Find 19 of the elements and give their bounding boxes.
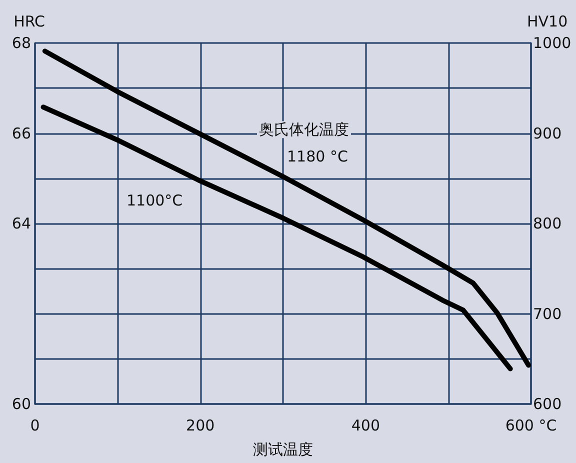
x-tick-label: 600 °C: [505, 416, 557, 434]
y2-tick-label: 900: [533, 124, 562, 142]
y2-tick-label: 1000: [533, 34, 572, 52]
x-tick-label: 400: [351, 416, 380, 434]
y-tick-label: 66: [12, 124, 31, 142]
x-tick-label: 0: [30, 416, 40, 434]
y2-tick-label: 600: [533, 395, 562, 413]
series-label: 1180 °C: [287, 148, 348, 166]
annotation: 奥氏体化温度: [259, 120, 349, 139]
y-tick-label: 60: [12, 395, 31, 413]
y-tick-label: 64: [12, 214, 31, 232]
x-tick-label: 200: [186, 416, 215, 434]
y-tick-label: 68: [12, 34, 31, 52]
y2-tick-label: 700: [533, 304, 562, 323]
y-axis-title: HRC: [14, 12, 45, 30]
y2-tick-label: 800: [533, 214, 562, 232]
series-label: 1100°C: [126, 191, 183, 210]
y2-axis-title: HV10: [527, 12, 568, 30]
x-axis-title: 测试温度: [253, 440, 313, 458]
